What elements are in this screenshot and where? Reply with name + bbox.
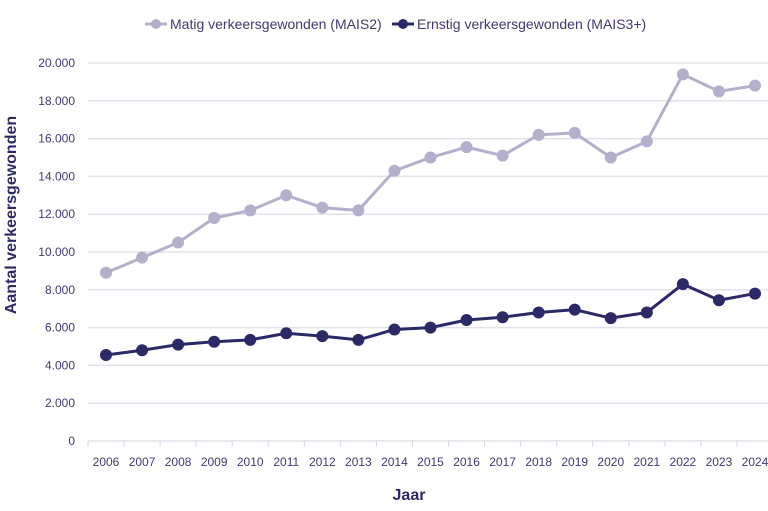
data-point [352,204,365,217]
data-point [640,135,653,148]
data-point [496,311,509,324]
data-point [316,201,329,214]
y-tick-label: 16.000 [38,132,75,146]
x-tick-label: 2021 [633,455,660,469]
data-point [388,164,401,177]
data-point [208,335,221,348]
y-tick-label: 14.000 [38,169,75,183]
x-tick-label: 2017 [489,455,516,469]
data-point [460,141,473,154]
x-tick-label: 2016 [453,455,480,469]
x-tick-label: 2024 [742,455,768,469]
x-tick-label: 2023 [706,455,733,469]
y-axis-ticks: 0 2.000 4.000 6.000 8.000 10.000 12.000 14.000 1… [38,56,75,448]
data-point [424,151,437,164]
y-axis-title: Aantal verkeersgewonden [3,116,20,314]
data-point [316,330,329,343]
x-tick-label: 2010 [237,455,264,469]
gridlines [88,62,768,442]
y-tick-label: 20.000 [38,56,75,70]
y-tick-label: 0 [68,434,75,448]
series-line-0 [105,72,756,275]
legend-label: Ernstig verkeersgewonden (MAIS3+) [417,16,646,32]
y-tick-label: 2.000 [45,396,75,410]
x-axis-ticks: 2006 2007 2008 2009 2010 2011 2012 2013 2014 2015… [87,441,768,469]
series-group [100,68,761,362]
data-point [460,314,473,327]
x-tick-label: 2022 [670,455,697,469]
data-point [136,344,149,357]
y-tick-label: 18.000 [38,94,75,108]
legend-label: Matig verkeersgewonden (MAIS2) [170,16,382,32]
legend-marker-icon [398,19,408,29]
y-tick-label: 12.000 [38,207,75,221]
data-point [280,189,293,202]
x-tick-label: 2018 [525,455,552,469]
y-tick-label: 4.000 [45,358,75,372]
data-point [532,128,545,141]
data-point [749,287,761,300]
data-point [568,303,581,316]
data-point [640,306,653,319]
data-point [712,85,725,98]
x-tick-label: 2009 [201,455,228,469]
data-point [712,294,725,307]
x-tick-label: 2007 [129,455,156,469]
x-tick-label: 2015 [417,455,444,469]
legend: Matig verkeersgewonden (MAIS2) Ernstig ve… [145,16,646,32]
data-point [244,333,257,346]
x-tick-label: 2013 [345,455,372,469]
data-point [100,266,112,279]
data-point [244,204,257,217]
data-point [172,236,185,249]
data-point [100,349,112,362]
data-point [676,68,689,81]
x-tick-label: 2011 [273,455,299,469]
data-point [280,327,293,340]
legend-marker-icon [151,19,161,29]
data-point [604,312,617,325]
data-point [568,126,581,139]
x-tick-label: 2014 [381,455,408,469]
data-point [424,321,437,334]
y-tick-label: 6.000 [45,321,75,335]
y-tick-label: 8.000 [45,283,75,297]
data-point [532,306,545,319]
data-point [604,151,617,164]
data-point [749,79,761,92]
x-tick-label: 2012 [309,455,336,469]
series-line-1 [105,282,756,357]
data-point [388,323,401,336]
x-tick-label: 2008 [165,455,192,469]
x-tick-label: 2006 [93,455,120,469]
data-point [496,149,509,162]
data-point [208,211,221,224]
x-tick-label: 2019 [561,455,588,469]
data-point [676,278,689,291]
data-point [136,251,149,264]
x-axis-title: Jaar [393,487,426,504]
y-tick-label: 10.000 [38,245,75,259]
data-point [172,338,185,351]
data-point [352,333,365,346]
x-tick-label: 2020 [597,455,624,469]
